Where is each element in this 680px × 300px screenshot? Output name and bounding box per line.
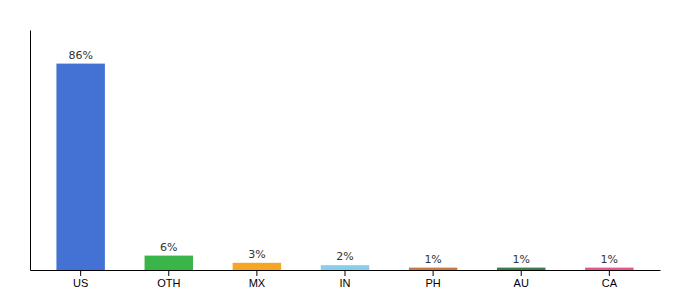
x-tick: PH (425, 270, 440, 289)
x-tick-label: AU (514, 277, 529, 289)
x-tick-mark (609, 270, 610, 276)
chart: US OTH MX IN PH AU CA 86% 6% 3% 2% 1% 1% 1% (0, 0, 680, 300)
x-tick: OTH (157, 270, 180, 289)
x-tick-label: IN (340, 277, 351, 289)
x-tick: IN (340, 270, 351, 289)
x-tick-mark (256, 270, 257, 276)
bar (233, 263, 281, 270)
data-label: 2% (336, 250, 353, 263)
x-tick-label: CA (602, 277, 618, 289)
bars (56, 64, 633, 270)
data-label: 6% (160, 241, 177, 254)
y-axis-line (30, 31, 31, 271)
x-axis: US OTH MX IN PH AU CA (31, 270, 661, 289)
x-tick-mark (168, 270, 169, 276)
x-tick-mark (433, 270, 434, 276)
x-tick-label: OTH (157, 277, 180, 289)
data-label: 3% (248, 248, 265, 261)
bar (145, 256, 193, 270)
x-tick-mark (80, 270, 81, 276)
x-tick-label: US (73, 277, 88, 289)
y-axis (30, 31, 31, 271)
data-label: 1% (512, 253, 529, 266)
data-label: 1% (601, 253, 618, 266)
x-tick: AU (514, 270, 529, 289)
bar (497, 268, 545, 270)
x-tick-label: PH (425, 277, 440, 289)
bar (409, 268, 457, 270)
data-label: 86% (68, 49, 92, 62)
bar (321, 265, 369, 270)
plot-area: US OTH MX IN PH AU CA 86% 6% 3% 2% 1% 1% 1% (31, 31, 661, 289)
x-tick-mark (345, 270, 346, 276)
data-label: 1% (424, 253, 441, 266)
bar (585, 268, 633, 270)
x-tick-label: MX (249, 277, 266, 289)
data-labels: 86% 6% 3% 2% 1% 1% 1% (68, 49, 618, 266)
x-tick: MX (249, 270, 266, 289)
x-tick: CA (602, 270, 618, 289)
x-tick-mark (521, 270, 522, 276)
bar (56, 64, 104, 270)
x-tick: US (73, 270, 88, 289)
